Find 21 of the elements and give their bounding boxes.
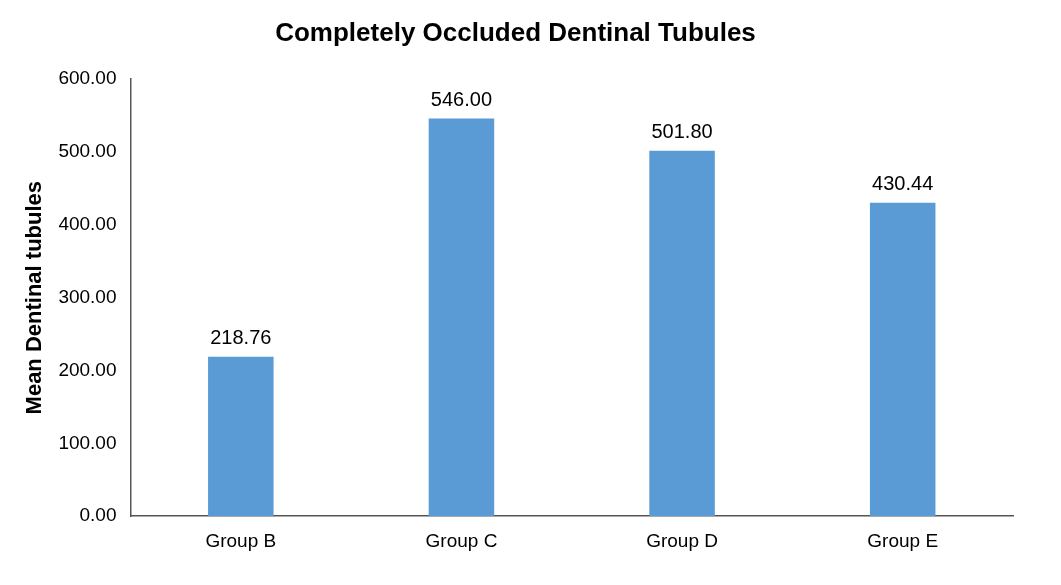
bar: [649, 150, 715, 517]
data-label: 218.76: [210, 326, 272, 349]
y-tick-label: 0.00: [79, 504, 117, 526]
bar: [208, 356, 274, 517]
data-label: 546.00: [430, 88, 493, 111]
y-tick-label: 400.00: [58, 213, 117, 235]
y-axis-title: Mean Dentinal tubules: [21, 180, 47, 415]
bar: [869, 202, 936, 517]
y-tick-label: 200.00: [58, 358, 117, 380]
y-tick-label: 500.00: [58, 140, 117, 162]
y-tick-label: 100.00: [58, 431, 117, 453]
x-tick-label: Group D: [646, 529, 718, 551]
x-tick-label: Group C: [425, 529, 498, 551]
data-label: 430.44: [872, 172, 934, 195]
y-tick-label: 300.00: [58, 285, 117, 307]
bar: [428, 118, 495, 517]
x-tick-label: Group B: [205, 529, 277, 551]
data-label: 501.80: [651, 120, 713, 143]
y-tick-label: 600.00: [58, 67, 117, 89]
chart-title: Completely Occluded Dentinal Tubules: [275, 16, 756, 47]
x-tick-label: Group E: [867, 529, 939, 551]
